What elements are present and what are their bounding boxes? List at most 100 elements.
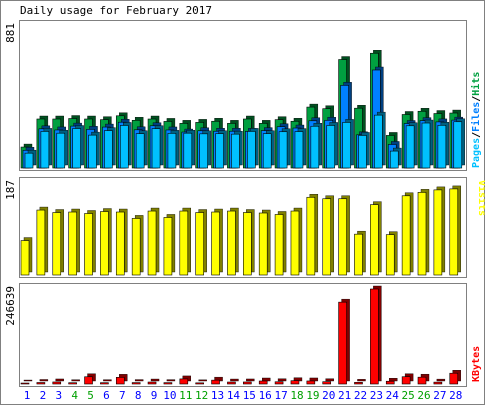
visits-bar [338,195,350,276]
kbytes-bar [84,373,96,385]
day-label: 24 [386,389,400,402]
day-label: 1 [24,389,31,402]
pages-bar [119,122,132,169]
kbytes-bar [258,377,271,385]
visits-bar [84,210,96,276]
pages-bar [24,149,37,169]
pages-bar [151,125,164,169]
pages-bar [405,122,418,169]
pages-bar [199,130,211,169]
pages-bar [231,130,243,169]
pages-bar [56,129,68,169]
pages-bar [167,130,180,169]
kbytes-bar [433,378,446,385]
pages-bar [389,147,402,169]
visits-bar [163,214,176,276]
day-label: 26 [417,389,430,402]
pages-bar [104,127,116,169]
visits-bar [211,208,223,276]
visits-legend: Visits [476,180,485,216]
kbytes-bar [52,378,64,385]
kbytes-bar [306,377,319,385]
visits-bar [385,231,398,276]
day-label: 19 [306,389,319,402]
visits-bar [370,201,382,276]
visits-bar [243,209,255,276]
visits-bar [36,206,49,276]
pages-bar [135,130,148,169]
kbytes-bar [322,378,334,385]
kbytes-panel-frame [19,283,467,387]
kbytes-bar [100,379,112,385]
visits-bar [354,230,366,276]
day-label: 17 [274,389,287,402]
pages-bar [310,123,323,169]
kbytes-bar [68,379,80,385]
visits-bar [306,194,319,276]
pages-bar [262,130,275,169]
kbytes-bar [163,379,176,385]
pages-bar [326,122,338,169]
visits-bar [100,208,112,276]
hits-legend: Pages/Files/Hits [470,72,482,168]
pages-bar [183,129,196,169]
kbytes-bar [449,370,461,385]
day-label: 18 [290,389,303,402]
pages-bar [294,128,307,169]
kbytes-bar [290,377,303,385]
visits-bar [258,209,271,276]
day-label: 10 [163,389,176,402]
day-label: 13 [211,389,224,402]
pages-bar [358,132,370,169]
visits-bar [290,207,303,276]
pages-bar [421,119,434,169]
kbytes-max-label: 246639 [4,286,17,326]
day-label: 21 [338,389,351,402]
legend-separator: / [471,132,482,138]
day-label: 6 [103,389,110,402]
legend-pages: Pages [471,138,482,168]
legend-files: Files [470,102,482,132]
day-label: 14 [227,389,241,402]
hits-max-label: 881 [4,23,17,43]
visits-bar [179,207,192,276]
visits-panel: 187 Visits [4,177,485,278]
pages-bar [247,128,259,169]
legend-separator: / [471,96,482,102]
pages-bar [278,128,291,169]
visits-bar [274,211,287,276]
day-label: 3 [55,389,62,402]
day-label: 25 [401,389,414,402]
day-label: 22 [354,389,367,402]
day-label: 15 [243,389,256,402]
kbytes-bar [338,298,350,385]
kbytes-bar [243,378,255,385]
kbytes-bar [115,374,128,385]
day-label: 8 [135,389,142,402]
visits-bar [227,207,239,276]
kbytes-bar [20,379,33,385]
kbytes-bar [401,373,414,385]
pages-bar [40,128,53,169]
day-label: 27 [433,389,446,402]
day-label: 28 [449,389,462,402]
day-label: 20 [322,389,335,402]
visits-max-label: 187 [4,180,17,200]
day-label: 4 [71,389,78,402]
kbytes-bar [227,378,239,385]
legend-hits: Hits [470,72,482,96]
kbytes-bar [354,379,366,385]
visits-bar [52,209,64,276]
day-labels: 1 2 3 4 5 6 7 8 9 10 11 12 13 14 15 16 17 18 19 20 21 22 23 24 2… [24,389,463,402]
day-label: 5 [87,389,94,402]
visits-bar [115,208,128,276]
chart-title: Daily usage for February 2017 [20,4,212,17]
day-label: 2 [40,389,47,402]
kbytes-bar [274,378,287,385]
kbytes-bar [147,378,160,385]
kbytes-panel: 246639 KBytes [4,283,482,387]
kbytes-bar [36,379,49,385]
kbytes-bar [211,376,223,385]
